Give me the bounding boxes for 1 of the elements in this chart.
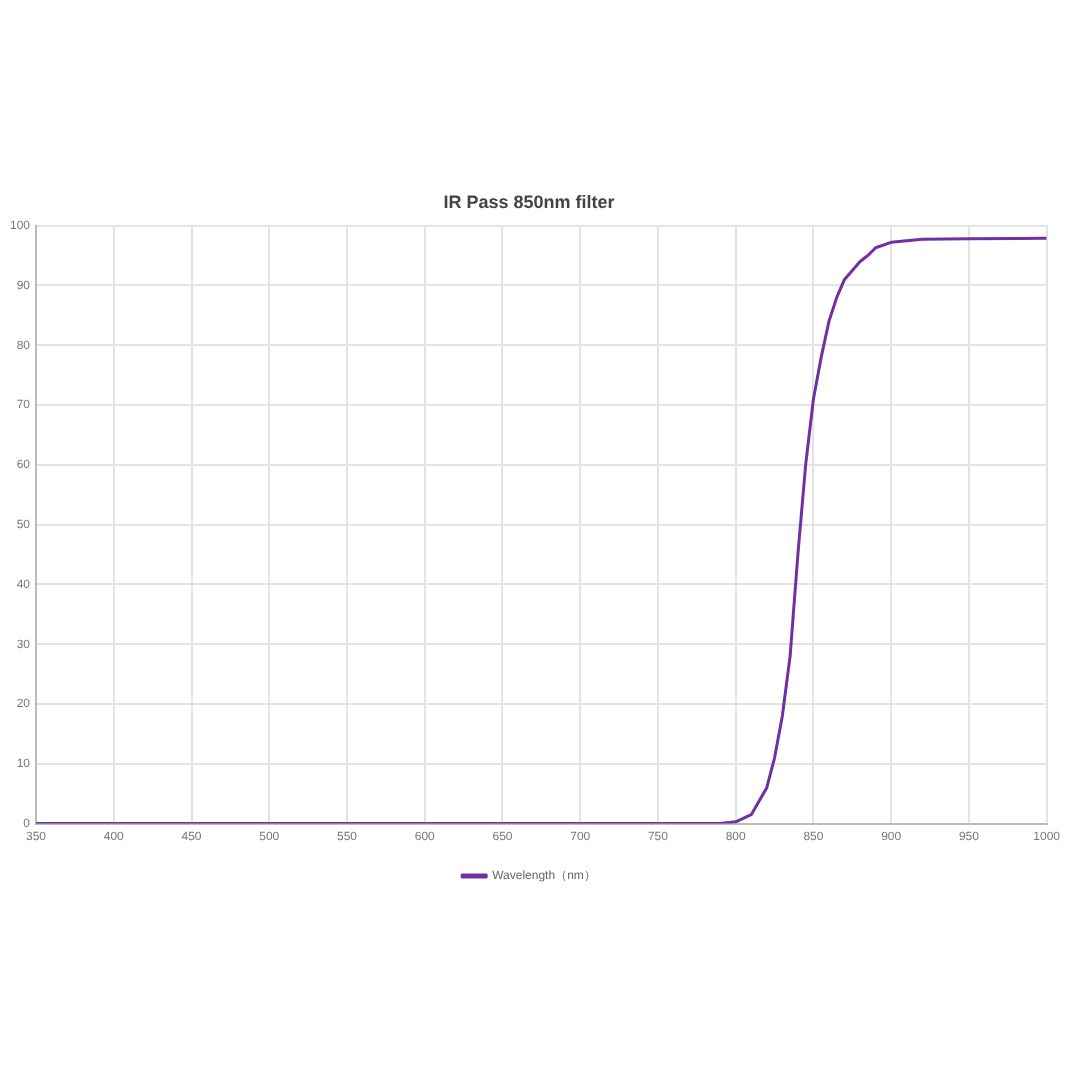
chart-title: IR Pass 850nm filter [443,191,616,212]
